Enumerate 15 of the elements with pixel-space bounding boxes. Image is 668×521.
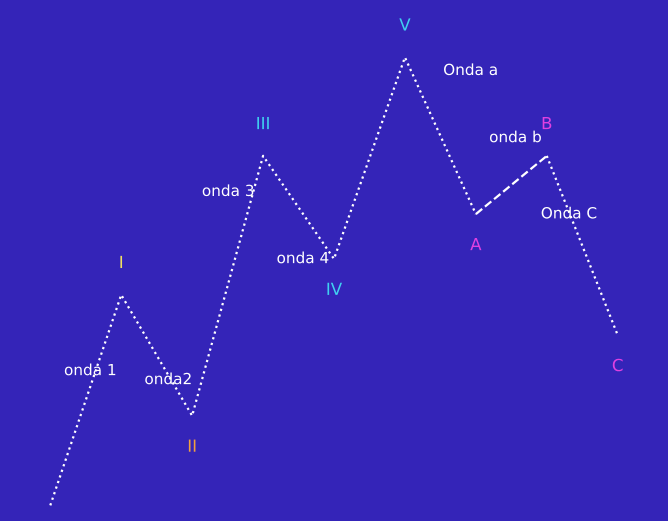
annotation: onda 1 xyxy=(64,364,116,376)
x-tick-label: B xyxy=(542,116,552,130)
x-tick-label: A xyxy=(470,238,482,250)
annotation: onda 3 xyxy=(202,184,254,196)
annotation: Onda C xyxy=(542,206,596,219)
x-tick-label: C xyxy=(612,358,623,372)
annotation: onda 4 xyxy=(277,252,328,264)
x-tick-label: I xyxy=(120,256,122,268)
annotation: onda2 xyxy=(145,372,191,384)
x-tick-label: III xyxy=(257,116,269,130)
annotation: onda b xyxy=(490,130,541,142)
x-tick-label: V xyxy=(399,18,410,31)
x-tick-label: II xyxy=(188,440,196,452)
annotation: Onda a xyxy=(444,63,497,76)
x-tick-label: IV xyxy=(327,282,342,295)
